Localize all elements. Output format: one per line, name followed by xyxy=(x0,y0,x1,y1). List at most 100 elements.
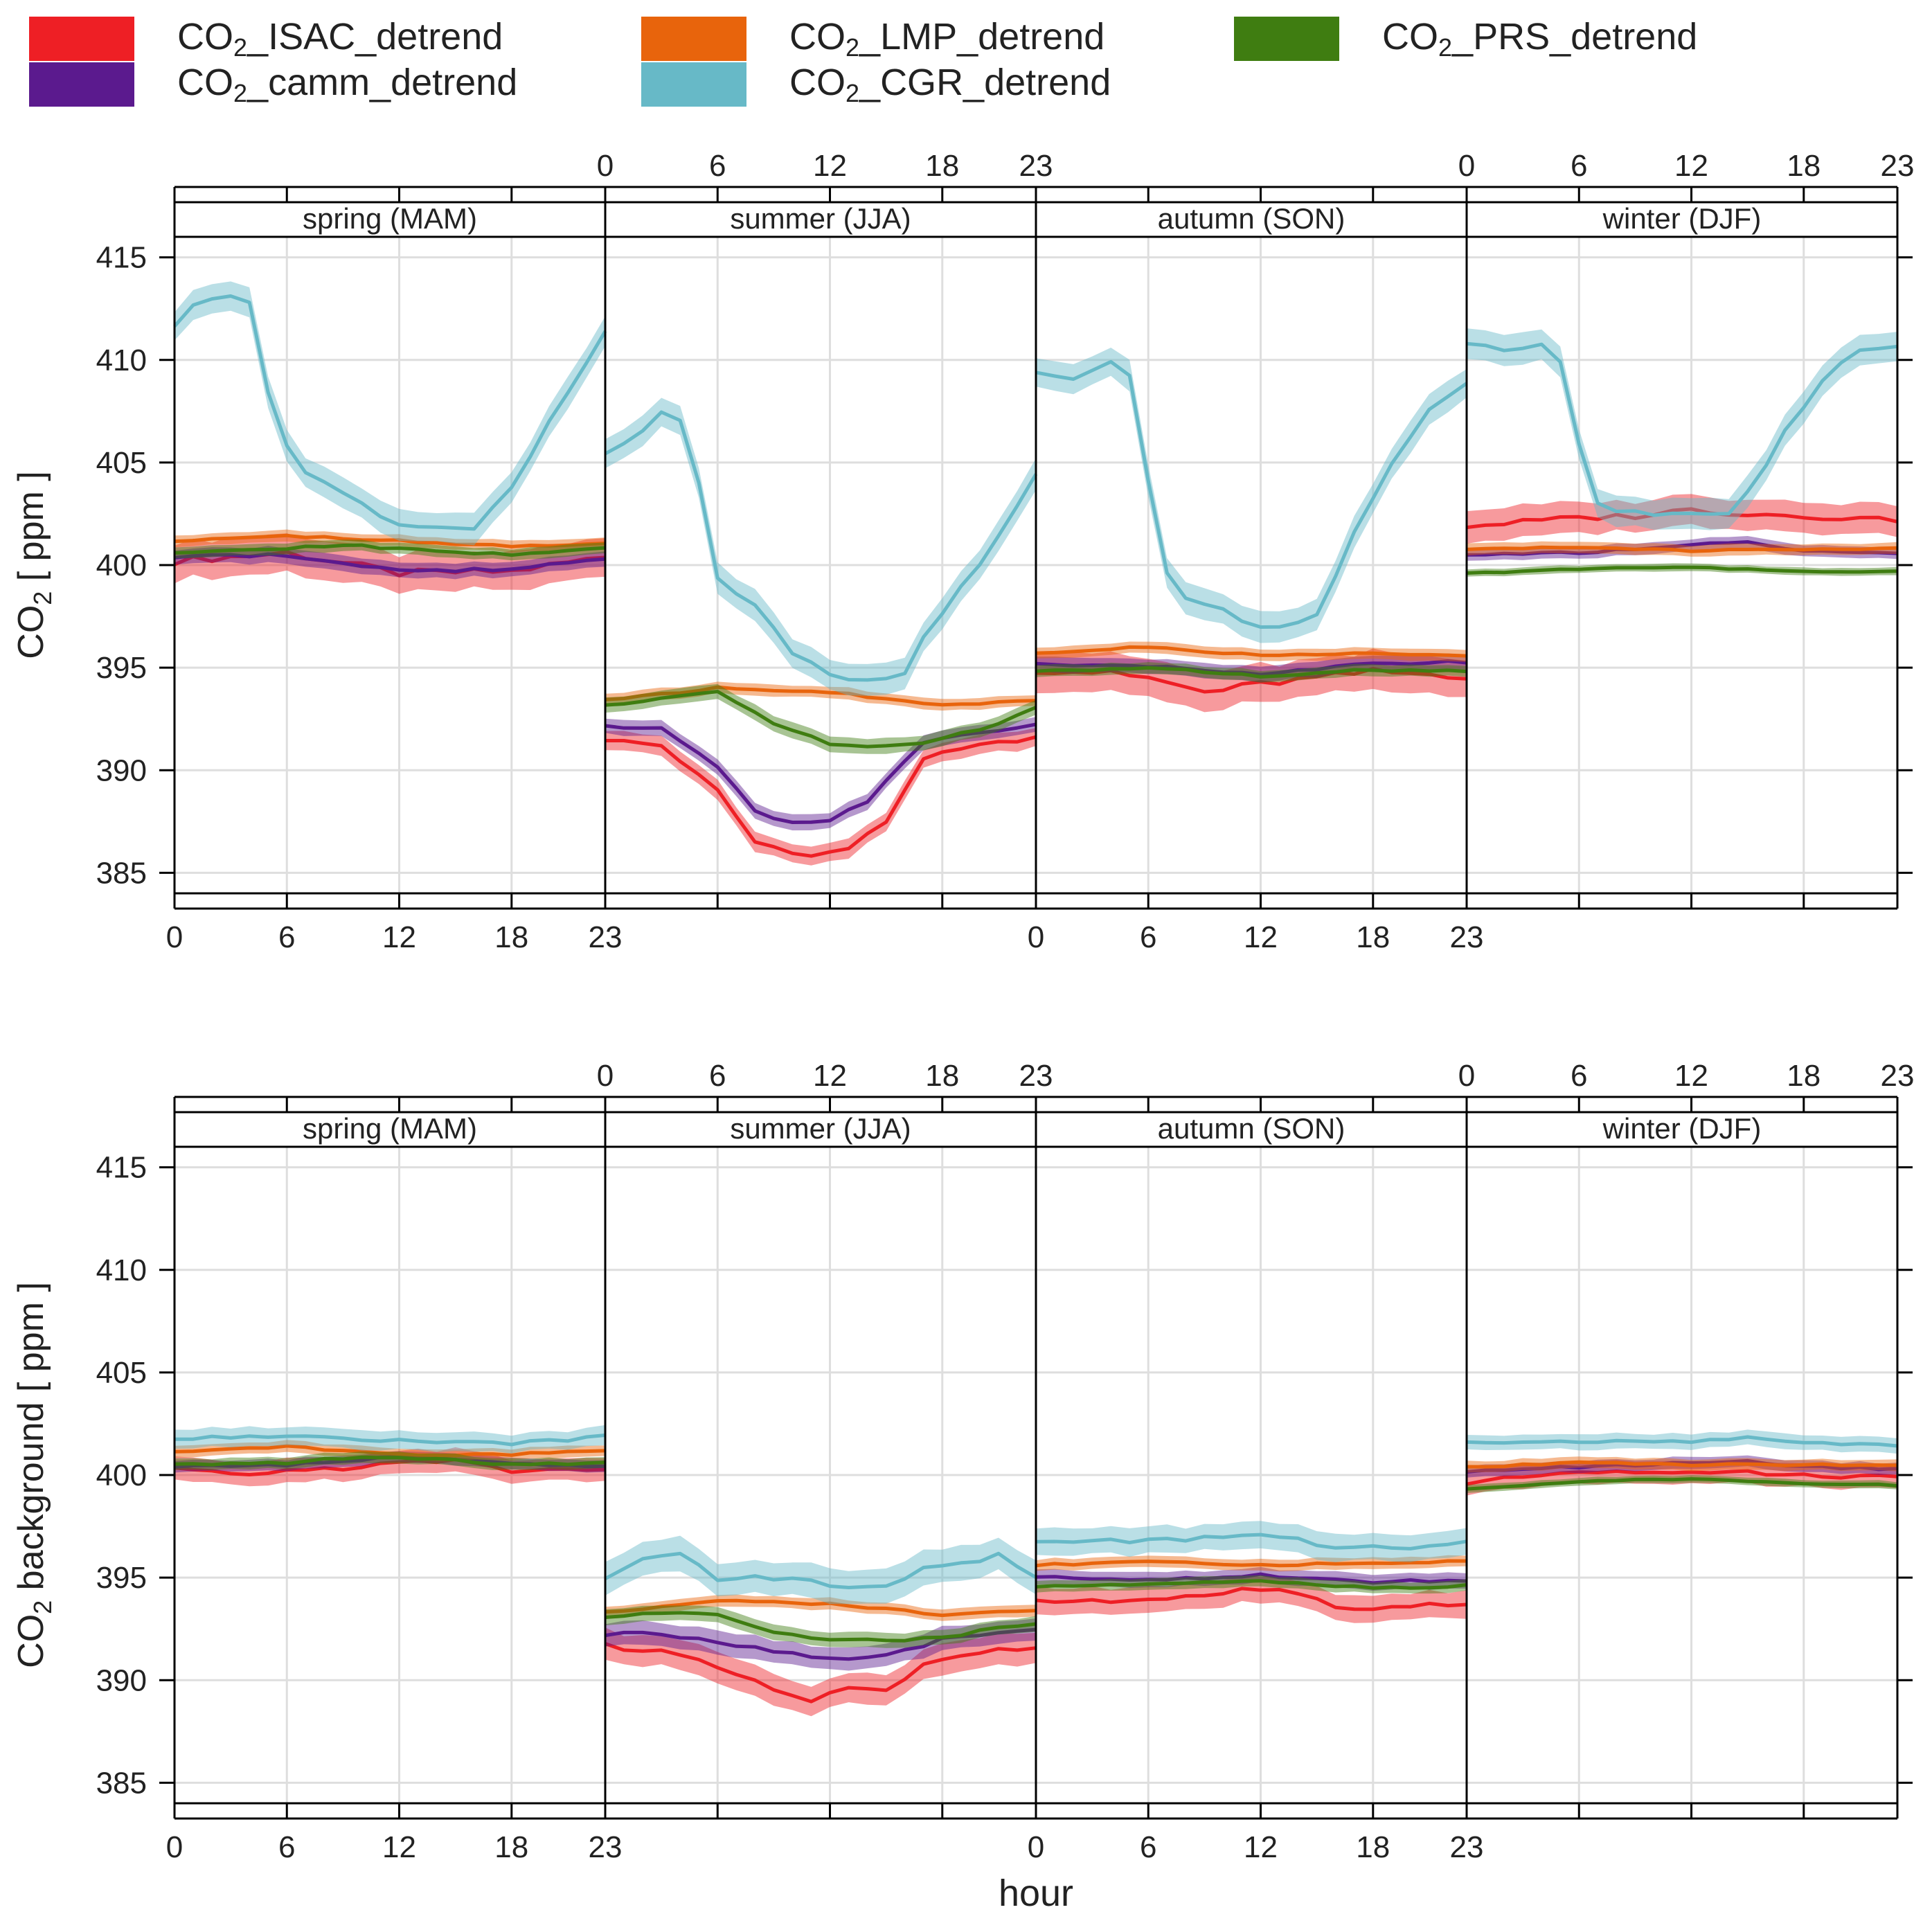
legend-item-cgr: CO2_CGR_detrend xyxy=(641,61,1111,108)
panel-co2-background: spring (MAM) summer (JJA) autumn (SON) wint… xyxy=(11,1059,1914,1864)
band-CO2_ISAC_detrend xyxy=(1036,1575,1467,1623)
x-tick-label: 6 xyxy=(278,1830,295,1864)
series-line-CO2_CGR_detrend xyxy=(174,1433,606,1447)
series-line-CO2_LMP_detrend xyxy=(174,1444,606,1458)
x-tick-label: 23 xyxy=(1881,149,1915,183)
series-line-CO2_camm_detrend xyxy=(1466,1458,1898,1474)
legend-swatch-cgr xyxy=(641,62,746,107)
legend-item-isac: CO2_ISAC_detrend xyxy=(29,15,503,62)
series-line-CO2_LMP_detrend xyxy=(605,685,1037,707)
legend-swatch-camm xyxy=(29,62,134,107)
y-axis-title: CO2 [ ppm ] xyxy=(11,471,57,659)
band-CO2_PRS_detrend xyxy=(1036,1575,1467,1594)
y-tick-label: 395 xyxy=(96,1561,147,1595)
series-line-CO2_CGR_detrend xyxy=(1466,341,1898,517)
legend-swatch-lmp xyxy=(641,17,746,61)
x-tick-label: 18 xyxy=(1787,149,1821,183)
band-CO2_camm_detrend xyxy=(175,1451,605,1473)
series-line-CO2_ISAC_detrend xyxy=(1466,507,1898,530)
season-3 xyxy=(1466,1429,1898,1496)
legend-label-lmp: CO2_LMP_detrend xyxy=(789,16,1105,62)
series-line-CO2_LMP_detrend xyxy=(1035,645,1467,658)
x-tick-label: 0 xyxy=(166,920,183,954)
series-line-CO2_LMP_detrend xyxy=(605,1598,1037,1618)
x-tick-label: 12 xyxy=(1244,1830,1278,1864)
y-axis-title-sub: 2 xyxy=(28,591,57,605)
x-tick-label: 12 xyxy=(1674,1059,1708,1093)
x-tick-label: 12 xyxy=(382,920,416,954)
band-CO2_CGR_detrend xyxy=(1036,348,1467,643)
series-line-CO2_PRS_detrend xyxy=(605,1611,1037,1643)
series-line-CO2_PRS_detrend xyxy=(174,1455,606,1467)
legend-item-camm: CO2_camm_detrend xyxy=(29,61,517,108)
band-CO2_CGR_detrend xyxy=(605,1535,1036,1605)
band-CO2_camm_detrend xyxy=(1036,653,1467,683)
legend-swatch-prs xyxy=(1234,17,1339,61)
y-tick-label: 400 xyxy=(96,548,147,582)
season-label: winter (DJF) xyxy=(1602,202,1762,235)
band-CO2_camm_detrend xyxy=(605,1618,1036,1671)
legend: CO2_ISAC_detrend CO2_camm_detrend CO2_LM… xyxy=(0,0,1932,118)
legend-item-prs: CO2_PRS_detrend xyxy=(1234,15,1697,62)
y-tick-label: 405 xyxy=(96,1356,147,1390)
x-tick-label: 12 xyxy=(382,1830,416,1864)
y-tick-label: 415 xyxy=(96,241,147,275)
x-tick-label: 0 xyxy=(597,149,614,183)
x-tick-label: 23 xyxy=(1450,1830,1484,1864)
y-axis-title-main: CO xyxy=(11,605,51,659)
panel-co2: spring (MAM) summer (JJA) autumn (SON) wint… xyxy=(11,149,1914,954)
y-tick-label: 385 xyxy=(96,856,147,890)
series-line-CO2_LMP_detrend xyxy=(1035,1559,1467,1568)
x-tick-label: 6 xyxy=(1140,920,1156,954)
x-tick-label: 23 xyxy=(1019,149,1053,183)
series-line-CO2_CGR_detrend xyxy=(1466,1435,1898,1448)
season-strip xyxy=(173,201,607,238)
y-tick-label: 400 xyxy=(96,1458,147,1492)
series-line-CO2_camm_detrend xyxy=(1035,1572,1467,1585)
x-tick-label: 12 xyxy=(1674,149,1708,183)
season-3 xyxy=(1466,328,1898,577)
season-2 xyxy=(1035,348,1468,713)
y-axis-title-main: CO xyxy=(11,1614,51,1668)
season-0 xyxy=(173,281,607,594)
series-line-CO2_CGR_detrend xyxy=(1035,1533,1467,1551)
band-CO2_ISAC_detrend xyxy=(1467,494,1897,544)
series-line-CO2_ISAC_detrend xyxy=(605,1642,1037,1704)
band-CO2_PRS_detrend xyxy=(1467,563,1897,577)
x-tick-label: 6 xyxy=(1571,1059,1587,1093)
series-line-CO2_CGR_detrend xyxy=(1035,359,1468,629)
band-CO2_camm_detrend xyxy=(605,717,1036,831)
series-line-CO2_LMP_detrend xyxy=(174,533,606,548)
legend-swatch-isac xyxy=(29,17,134,61)
season-label: summer (JJA) xyxy=(730,202,911,235)
x-tick-label: 0 xyxy=(166,1830,183,1864)
x-tick-label: 6 xyxy=(1140,1830,1156,1864)
band-CO2_ISAC_detrend xyxy=(605,728,1036,866)
season-0 xyxy=(174,1424,606,1487)
band-CO2_PRS_detrend xyxy=(1467,1475,1897,1493)
series-line-CO2_camm_detrend xyxy=(174,552,606,573)
x-tick-label: 18 xyxy=(925,1059,959,1093)
season-strip xyxy=(173,1111,607,1148)
x-axis-title: hour xyxy=(999,1873,1073,1914)
legend-label-camm: CO2_camm_detrend xyxy=(177,62,518,107)
season-label: summer (JJA) xyxy=(730,1112,911,1145)
x-tick-label: 18 xyxy=(494,920,528,954)
series-line-CO2_LMP_detrend xyxy=(1466,1460,1898,1469)
y-axis-title-rest: background [ ppm ] xyxy=(11,1282,51,1600)
x-tick-label: 23 xyxy=(1450,920,1484,954)
y-tick-label: 395 xyxy=(96,651,147,685)
x-tick-label: 0 xyxy=(1458,1059,1475,1093)
series-line-CO2_CGR_detrend xyxy=(173,294,607,531)
band-CO2_ISAC_detrend xyxy=(605,1627,1036,1717)
season-1 xyxy=(604,397,1038,866)
series-line-CO2_camm_detrend xyxy=(605,722,1037,824)
x-tick-label: 0 xyxy=(597,1059,614,1093)
series-line-CO2_camm_detrend xyxy=(1466,540,1898,557)
x-tick-label: 23 xyxy=(589,920,623,954)
x-tick-label: 6 xyxy=(278,920,295,954)
y-tick-label: 410 xyxy=(96,343,147,377)
y-tick-label: 385 xyxy=(96,1766,147,1800)
band-CO2_PRS_detrend xyxy=(175,539,605,561)
series-line-CO2_ISAC_detrend xyxy=(1035,1587,1467,1611)
